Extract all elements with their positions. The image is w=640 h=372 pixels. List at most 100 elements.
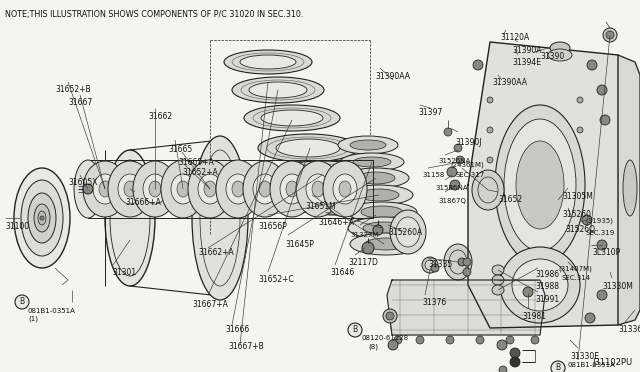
Circle shape <box>603 28 617 42</box>
Text: 31665+A: 31665+A <box>178 158 214 167</box>
Text: 31988: 31988 <box>535 282 559 291</box>
Ellipse shape <box>512 259 568 311</box>
Text: 31330M: 31330M <box>602 282 633 291</box>
Text: 31120A: 31120A <box>500 33 529 42</box>
Ellipse shape <box>495 105 585 265</box>
Ellipse shape <box>261 110 323 126</box>
Circle shape <box>597 290 607 300</box>
Circle shape <box>582 215 592 225</box>
Ellipse shape <box>108 161 152 217</box>
Ellipse shape <box>365 238 407 250</box>
Text: SEC.314: SEC.314 <box>562 275 591 281</box>
Ellipse shape <box>361 206 403 218</box>
Text: 315260A: 315260A <box>388 228 422 237</box>
Circle shape <box>476 336 484 344</box>
Text: 31652: 31652 <box>498 195 522 204</box>
Text: SEC.319: SEC.319 <box>585 230 614 236</box>
Circle shape <box>416 336 424 344</box>
Circle shape <box>446 336 454 344</box>
Text: (31935): (31935) <box>585 218 613 224</box>
Text: (1): (1) <box>28 316 38 323</box>
Circle shape <box>551 361 565 372</box>
Circle shape <box>487 157 493 163</box>
Ellipse shape <box>504 119 576 251</box>
Ellipse shape <box>21 180 63 256</box>
Circle shape <box>444 128 452 136</box>
Text: 31330E: 31330E <box>570 352 599 361</box>
Ellipse shape <box>338 136 398 154</box>
Ellipse shape <box>124 181 136 197</box>
Ellipse shape <box>289 166 355 184</box>
Ellipse shape <box>224 50 312 74</box>
Ellipse shape <box>93 174 117 204</box>
Text: 31665: 31665 <box>168 145 192 154</box>
Ellipse shape <box>259 181 271 197</box>
Ellipse shape <box>232 181 244 197</box>
Text: 31645P: 31645P <box>285 240 314 249</box>
Ellipse shape <box>340 153 404 171</box>
Ellipse shape <box>492 265 504 275</box>
Ellipse shape <box>353 157 391 167</box>
Circle shape <box>15 295 29 309</box>
Text: 315B6NA: 315B6NA <box>435 185 468 191</box>
Ellipse shape <box>226 174 250 204</box>
Ellipse shape <box>348 217 420 239</box>
Ellipse shape <box>161 160 205 218</box>
Circle shape <box>83 184 93 194</box>
Ellipse shape <box>14 168 70 268</box>
Ellipse shape <box>301 191 371 209</box>
Circle shape <box>487 97 493 103</box>
Ellipse shape <box>550 42 570 54</box>
Circle shape <box>458 258 466 266</box>
Text: (31407M): (31407M) <box>558 265 592 272</box>
Text: B: B <box>353 326 358 334</box>
Text: 31526NA: 31526NA <box>438 158 470 164</box>
Circle shape <box>463 258 471 266</box>
Text: 08120-61228: 08120-61228 <box>362 335 409 341</box>
Circle shape <box>510 348 520 358</box>
Text: J31102PU: J31102PU <box>592 358 632 367</box>
Text: 31394E: 31394E <box>512 58 541 67</box>
Ellipse shape <box>548 49 572 61</box>
Text: 31397: 31397 <box>418 108 442 117</box>
Text: (8): (8) <box>368 344 378 350</box>
Ellipse shape <box>359 189 399 201</box>
Circle shape <box>447 167 457 177</box>
Circle shape <box>531 336 539 344</box>
Text: (12): (12) <box>574 371 588 372</box>
Ellipse shape <box>149 181 161 197</box>
Ellipse shape <box>258 134 358 162</box>
Circle shape <box>600 115 610 125</box>
Text: 31991: 31991 <box>535 295 559 304</box>
Circle shape <box>585 313 595 323</box>
Ellipse shape <box>198 174 222 204</box>
Ellipse shape <box>38 211 46 225</box>
Ellipse shape <box>345 185 413 205</box>
Text: 31662: 31662 <box>148 112 172 121</box>
Ellipse shape <box>333 174 357 204</box>
Circle shape <box>497 340 507 350</box>
Text: 31652+B: 31652+B <box>55 85 91 94</box>
Ellipse shape <box>296 161 340 217</box>
Ellipse shape <box>396 217 420 247</box>
Ellipse shape <box>390 210 426 254</box>
Ellipse shape <box>350 233 422 255</box>
Text: 3L310P: 3L310P <box>592 248 620 257</box>
Circle shape <box>606 31 614 39</box>
Circle shape <box>506 336 514 344</box>
Text: 31158: 31158 <box>422 172 444 178</box>
Ellipse shape <box>143 174 167 204</box>
Circle shape <box>394 336 402 344</box>
Ellipse shape <box>516 141 564 229</box>
Ellipse shape <box>188 160 232 218</box>
Ellipse shape <box>282 185 390 215</box>
Text: 081B1-0351A: 081B1-0351A <box>28 308 76 314</box>
Circle shape <box>463 268 471 276</box>
Circle shape <box>473 60 483 70</box>
Bar <box>88 160 373 218</box>
Circle shape <box>373 225 383 235</box>
Ellipse shape <box>240 55 296 69</box>
Ellipse shape <box>171 174 195 204</box>
Polygon shape <box>618 55 640 325</box>
Text: 31652+C: 31652+C <box>258 275 294 284</box>
